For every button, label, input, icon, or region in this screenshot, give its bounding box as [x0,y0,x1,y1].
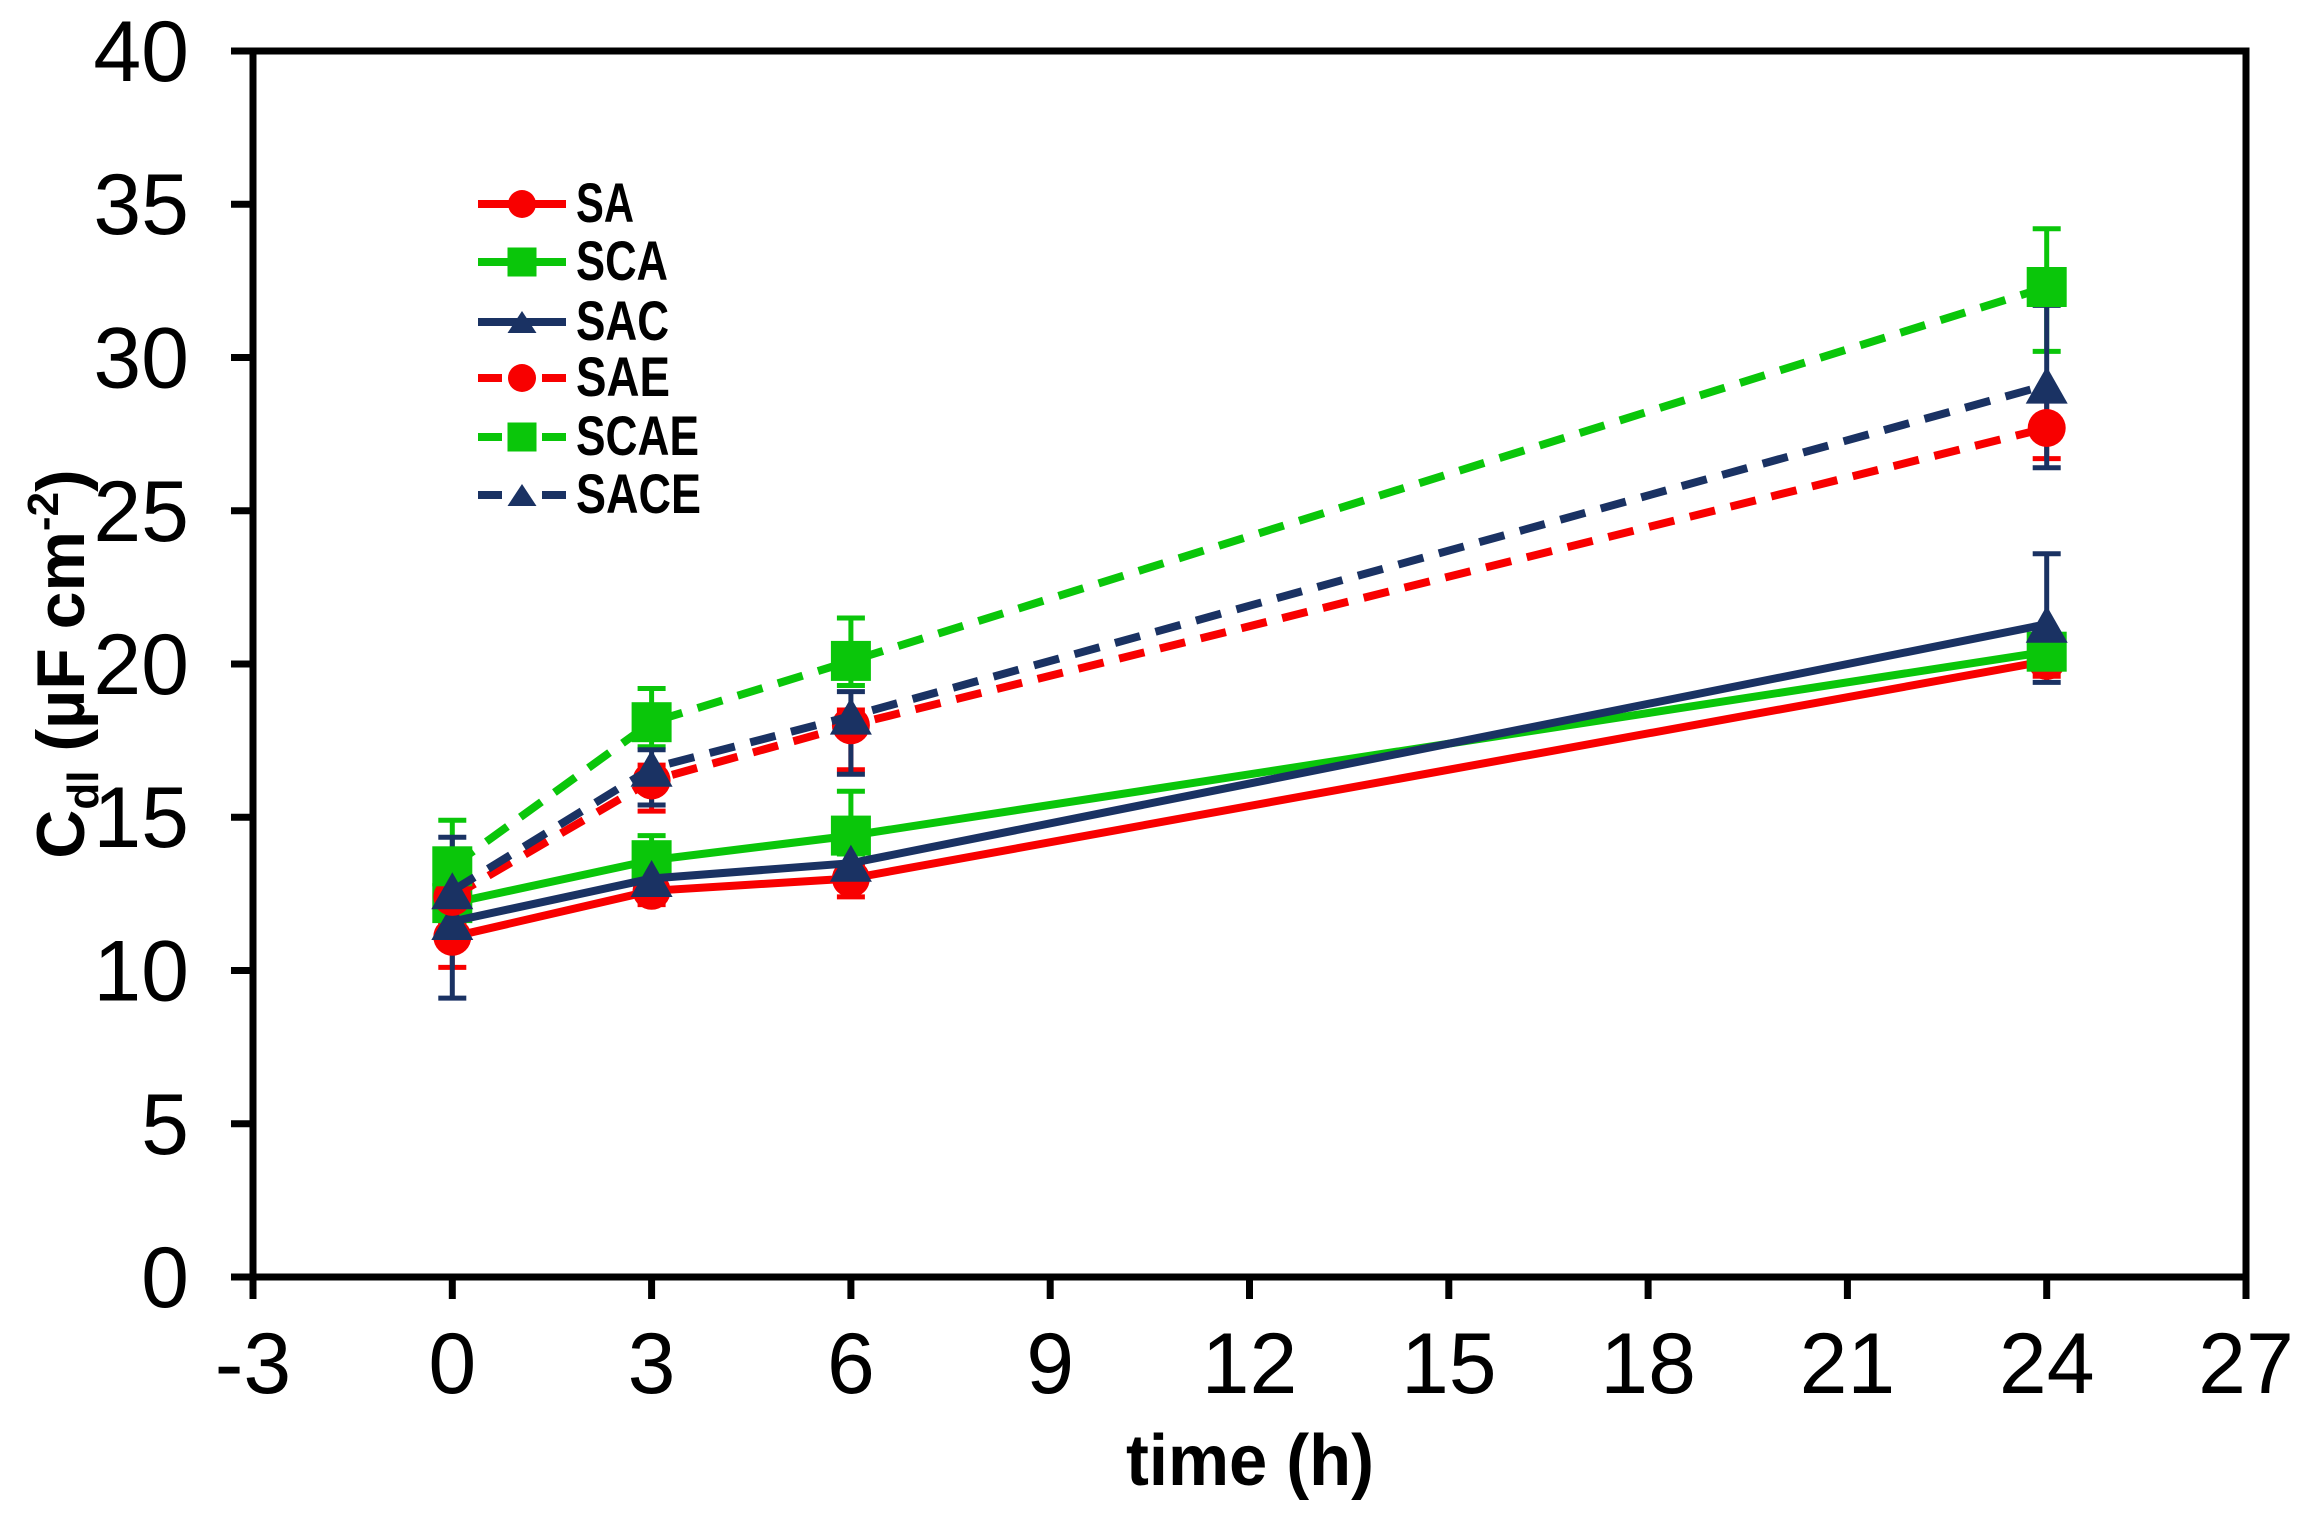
svg-text:-3: -3 [215,1316,291,1412]
svg-text:20: 20 [93,617,189,713]
svg-text:18: 18 [1600,1316,1696,1412]
svg-text:30: 30 [93,311,189,407]
svg-text:time (h): time (h) [1126,1421,1374,1501]
svg-text:0: 0 [428,1316,476,1412]
svg-text:24: 24 [1999,1316,2095,1412]
svg-text:40: 40 [93,4,189,100]
svg-text:9: 9 [1026,1316,1074,1412]
svg-text:SA: SA [576,171,634,234]
svg-text:12: 12 [1202,1316,1298,1412]
svg-text:SCAE: SCAE [576,404,699,467]
svg-text:0: 0 [141,1230,189,1326]
svg-text:SAC: SAC [576,289,669,352]
svg-text:10: 10 [93,924,189,1020]
svg-text:27: 27 [2198,1316,2294,1412]
svg-text:15: 15 [1401,1316,1497,1412]
svg-text:5: 5 [141,1077,189,1173]
svg-text:6: 6 [827,1316,875,1412]
svg-text:SAE: SAE [576,345,670,408]
svg-text:Cdl (µF cm-2): Cdl (µF cm-2) [19,469,108,858]
svg-text:SCA: SCA [576,229,668,292]
svg-text:21: 21 [1800,1316,1896,1412]
svg-text:35: 35 [93,157,189,253]
svg-text:15: 15 [93,770,189,866]
svg-text:SACE: SACE [576,462,701,525]
svg-text:3: 3 [628,1316,676,1412]
svg-text:25: 25 [93,464,189,560]
